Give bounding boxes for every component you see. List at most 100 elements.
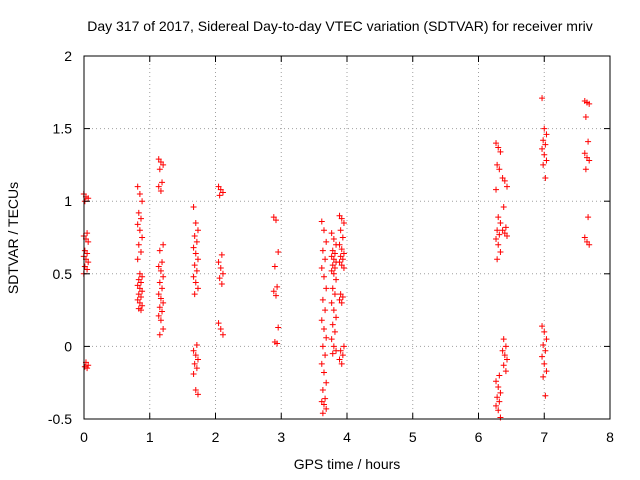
- grid: [84, 56, 610, 419]
- data-point: [539, 353, 546, 360]
- data-point: [318, 264, 325, 271]
- data-point: [496, 398, 503, 405]
- data-point: [339, 234, 346, 241]
- data-point: [586, 157, 593, 164]
- data-point: [194, 285, 201, 292]
- data-point: [219, 189, 226, 196]
- data-point: [496, 372, 503, 379]
- data-point: [330, 343, 337, 350]
- data-point: [85, 238, 92, 245]
- data-point: [139, 198, 146, 205]
- data-point: [543, 157, 550, 164]
- data-point: [331, 291, 338, 298]
- data-point: [190, 347, 197, 354]
- data-point: [543, 336, 550, 343]
- data-point: [137, 307, 144, 314]
- data-point: [337, 347, 344, 354]
- data-point: [340, 219, 347, 226]
- data-point: [320, 325, 327, 332]
- data-point: [84, 250, 91, 257]
- data-point: [539, 95, 546, 102]
- data-point: [542, 392, 549, 399]
- data-point: [134, 183, 141, 190]
- data-point: [219, 331, 226, 338]
- data-point: [271, 263, 278, 270]
- data-point: [494, 256, 501, 263]
- data-point: [319, 386, 326, 393]
- data-point: [218, 280, 225, 287]
- data-point: [339, 294, 346, 301]
- data-point: [320, 227, 327, 234]
- data-point: [586, 100, 593, 107]
- data-point: [323, 405, 330, 412]
- x-tick-label: 3: [277, 429, 285, 445]
- data-point: [272, 217, 279, 224]
- data-point: [318, 218, 325, 225]
- data-point: [496, 166, 503, 173]
- data-point: [540, 161, 547, 168]
- data-point: [328, 299, 335, 306]
- data-point: [502, 224, 509, 231]
- data-point: [135, 241, 142, 248]
- data-point: [160, 325, 167, 332]
- data-point: [191, 233, 198, 240]
- data-point: [493, 378, 500, 385]
- data-point: [156, 247, 163, 254]
- data-point: [329, 321, 336, 328]
- data-point: [338, 360, 345, 367]
- data-point: [320, 273, 327, 280]
- x-tick-label: 1: [146, 429, 154, 445]
- data-point: [136, 227, 143, 234]
- data-point: [160, 241, 167, 248]
- data-point: [160, 299, 167, 306]
- data-point: [497, 148, 504, 155]
- data-point: [318, 317, 325, 324]
- data-point: [159, 179, 166, 186]
- data-point: [543, 131, 550, 138]
- data-point: [191, 262, 198, 269]
- data-point: [497, 389, 504, 396]
- data-point: [497, 414, 504, 421]
- data-point: [84, 230, 91, 237]
- data-point: [275, 249, 282, 256]
- data-point: [493, 140, 500, 147]
- data-point: [328, 336, 335, 343]
- x-tick-label: 5: [409, 429, 417, 445]
- data-point: [331, 264, 338, 271]
- data-point: [85, 195, 92, 202]
- data-point: [340, 343, 347, 350]
- data-points: [80, 95, 593, 421]
- data-point: [541, 328, 548, 335]
- data-point: [156, 331, 163, 338]
- data-point: [156, 279, 163, 286]
- data-point: [331, 250, 338, 257]
- data-point: [137, 294, 144, 301]
- data-point: [333, 314, 340, 321]
- data-point: [155, 312, 162, 319]
- data-point: [217, 325, 224, 332]
- data-point: [159, 285, 166, 292]
- data-point: [338, 299, 345, 306]
- data-point: [495, 384, 502, 391]
- data-point: [322, 395, 329, 402]
- data-point: [215, 259, 222, 266]
- data-point: [339, 352, 346, 359]
- data-point: [331, 328, 338, 335]
- data-point: [193, 267, 200, 274]
- data-point: [275, 324, 282, 331]
- data-point: [495, 241, 502, 248]
- data-point: [159, 259, 166, 266]
- data-point: [581, 234, 588, 241]
- data-point: [192, 250, 199, 257]
- data-point: [322, 307, 329, 314]
- data-point: [219, 270, 226, 277]
- data-point: [340, 250, 347, 257]
- data-point: [217, 264, 224, 271]
- data-point: [160, 273, 167, 280]
- data-point: [494, 161, 501, 168]
- data-point: [328, 230, 335, 237]
- data-point: [543, 368, 550, 375]
- data-point: [586, 241, 593, 248]
- data-point: [194, 227, 201, 234]
- data-point: [333, 276, 340, 283]
